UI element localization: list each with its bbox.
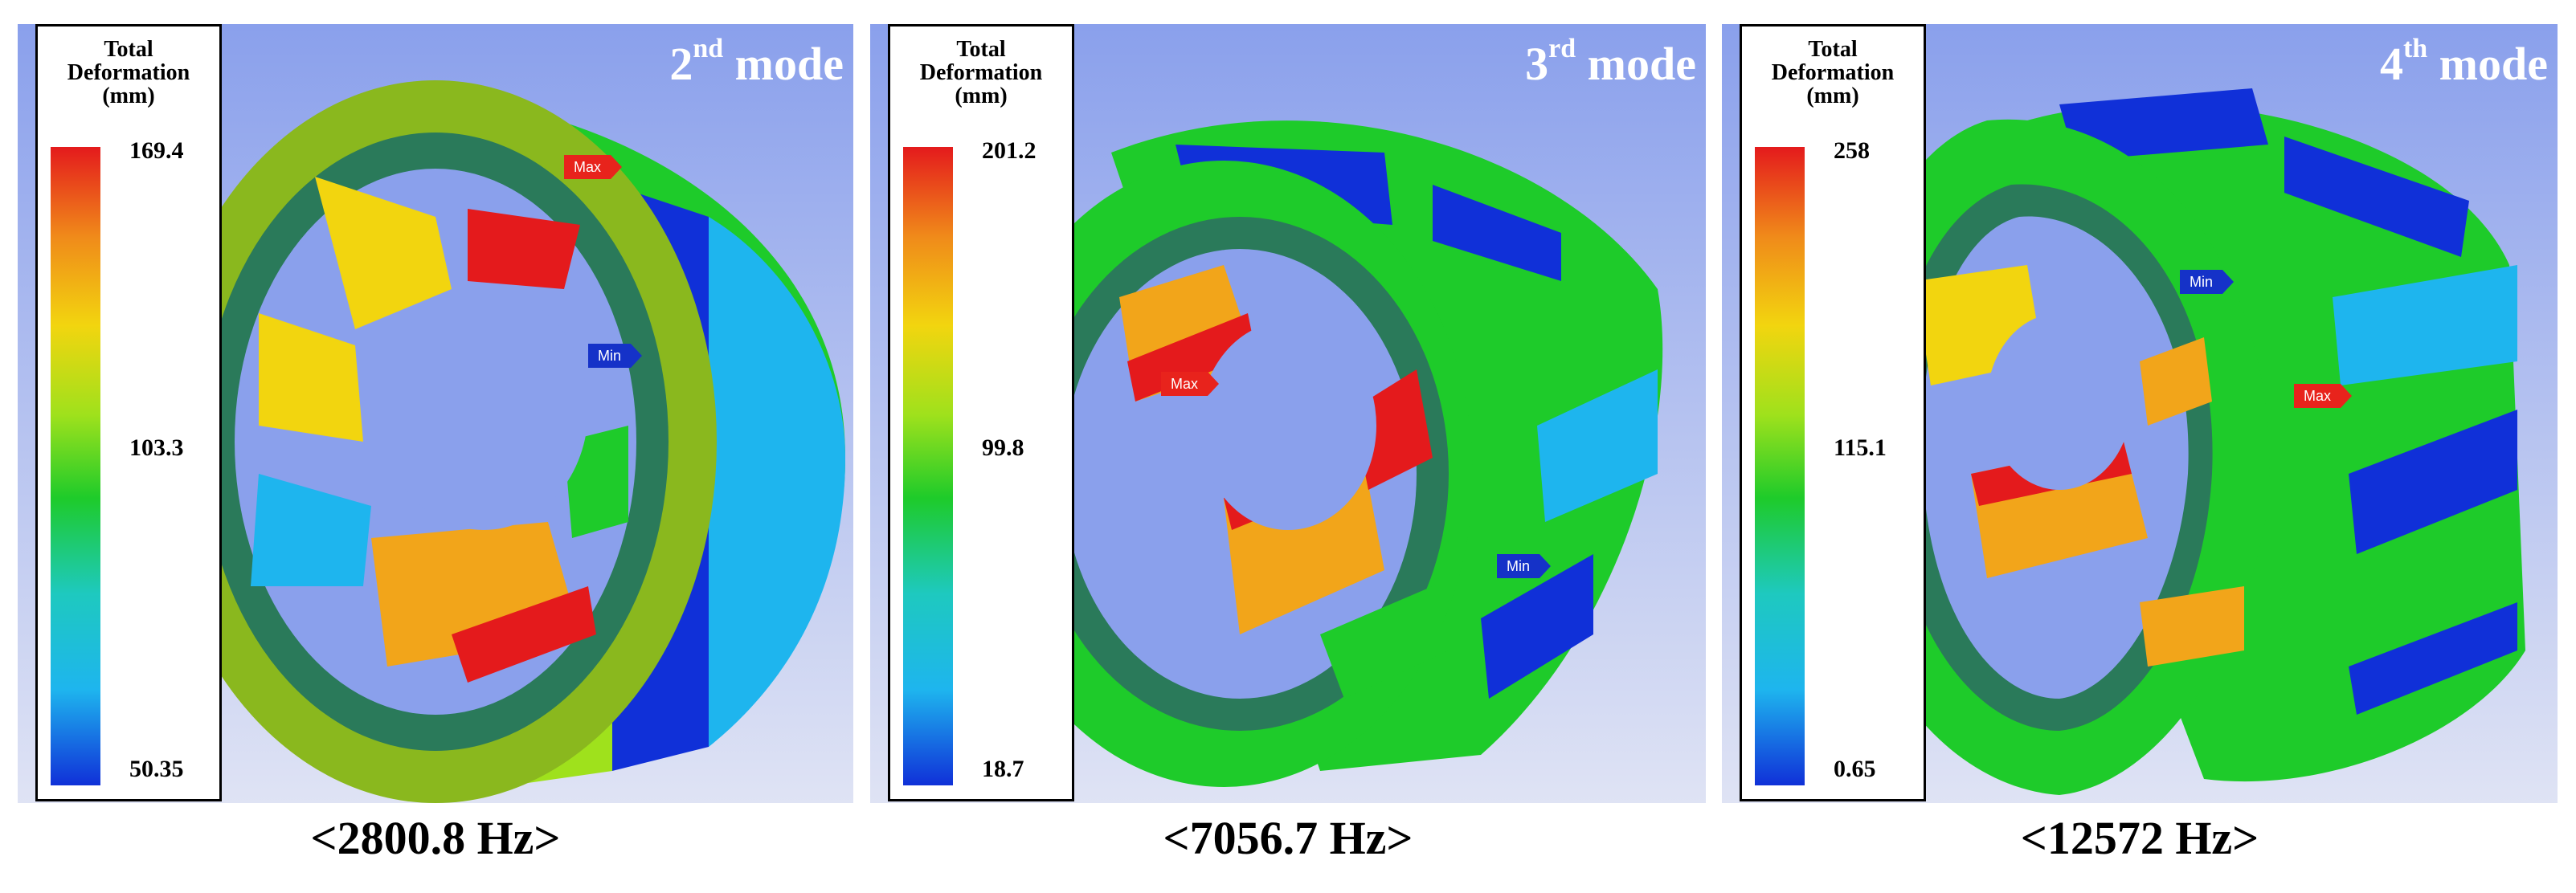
mode-panel-2: Total Deformation (mm) 201.2 99.8 18.7 3…	[870, 24, 1706, 803]
mode-label: 4th mode	[2379, 34, 2548, 91]
frequency-label-1: <2800.8 Hz>	[310, 812, 561, 864]
mode-panel-3: Total Deformation (mm) 258 115.1 0.65 4t…	[1722, 24, 2558, 803]
mode-panel-1: Total Deformation (mm) 169.4 103.3 50.35…	[18, 24, 853, 803]
min-tag: Min	[2180, 270, 2235, 294]
deformation-legend: Total Deformation (mm) 169.4 103.3 50.35	[35, 24, 222, 801]
deformation-legend: Total Deformation (mm) 201.2 99.8 18.7	[888, 24, 1074, 801]
min-tag: Min	[588, 344, 643, 368]
mode-label: 3rd mode	[1525, 34, 1696, 91]
legend-min-value: 18.7	[982, 756, 1024, 782]
max-tag: Max	[564, 155, 623, 179]
colorbar	[1755, 147, 1805, 785]
max-tag: Max	[1161, 372, 1220, 396]
frequency-label-2: <7056.7 Hz>	[1163, 812, 1413, 864]
deformation-legend: Total Deformation (mm) 258 115.1 0.65	[1740, 24, 1926, 801]
legend-max-value: 258	[1834, 137, 1870, 164]
colorbar	[903, 147, 953, 785]
legend-title: Total Deformation (mm)	[919, 37, 1043, 108]
legend-title: Total Deformation (mm)	[67, 37, 190, 108]
legend-mid-value: 99.8	[982, 434, 1024, 461]
stator-render-mode-2	[18, 24, 853, 803]
legend-min-value: 0.65	[1834, 756, 1876, 782]
legend-max-value: 201.2	[982, 137, 1037, 164]
min-tag: Min	[1497, 554, 1552, 578]
legend-mid-value: 103.3	[129, 434, 184, 461]
stator-render-mode-3	[870, 24, 1706, 803]
max-tag: Max	[2294, 384, 2353, 408]
legend-max-value: 169.4	[129, 137, 184, 164]
legend-title: Total Deformation (mm)	[1771, 37, 1895, 108]
legend-mid-value: 115.1	[1834, 434, 1887, 461]
mode-label: 2nd mode	[669, 34, 844, 91]
frequency-label-3: <12572 Hz>	[2020, 812, 2259, 864]
legend-min-value: 50.35	[129, 756, 184, 782]
colorbar	[51, 147, 100, 785]
